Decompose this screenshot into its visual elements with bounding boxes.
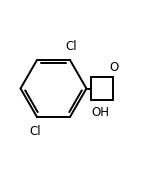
Text: Cl: Cl	[65, 40, 77, 53]
Text: O: O	[110, 61, 119, 74]
Text: OH: OH	[92, 106, 110, 119]
Text: Cl: Cl	[30, 125, 41, 138]
